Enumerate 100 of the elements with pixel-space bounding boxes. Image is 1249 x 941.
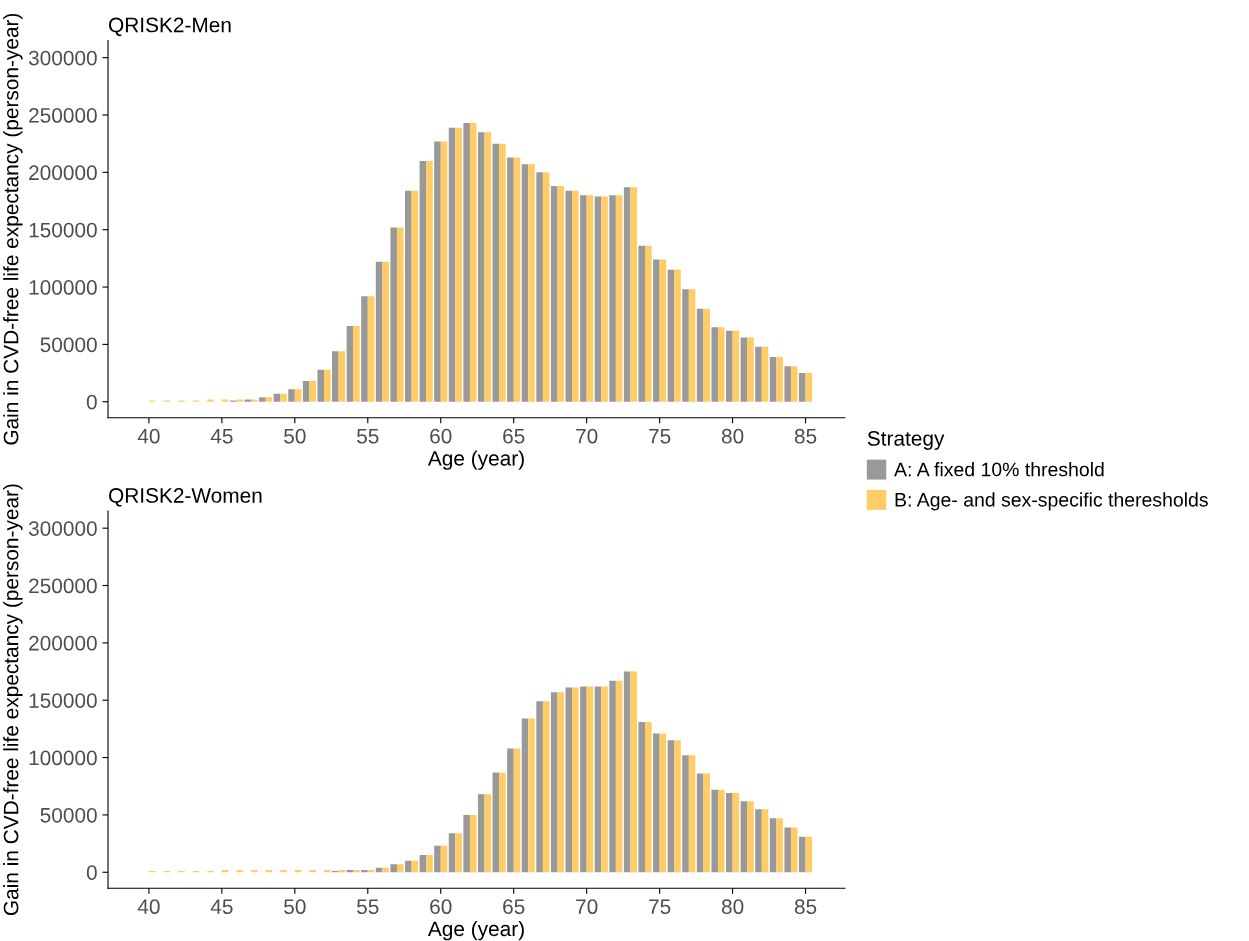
bar [426, 160, 433, 402]
x-tick-label: 85 [794, 899, 817, 915]
legend-title: Strategy [867, 431, 945, 450]
bar [280, 869, 287, 873]
bar [776, 357, 783, 402]
bar [361, 296, 368, 402]
bar [726, 330, 733, 402]
bar [521, 718, 529, 873]
bar [317, 369, 324, 402]
bar [492, 772, 500, 873]
bar [688, 289, 696, 402]
x-tick-label: 70 [576, 899, 598, 915]
y-tick-label: 200000 [29, 635, 97, 651]
bar [484, 794, 492, 873]
bar [805, 836, 813, 873]
bar [798, 373, 806, 402]
bar [404, 860, 412, 873]
bar [361, 869, 368, 873]
bar [324, 869, 331, 873]
bar [469, 123, 477, 402]
x-tick-label: 75 [649, 428, 671, 444]
x-tick-label: 50 [284, 899, 306, 915]
bar [521, 164, 529, 402]
chart-title: QRISK2-Men [109, 17, 231, 37]
bar [740, 801, 748, 873]
y-tick-label: 300000 [28, 50, 97, 66]
bar [798, 836, 806, 873]
x-tick-label: 80 [721, 428, 744, 444]
y-tick-label: 250000 [29, 578, 97, 594]
bar [580, 686, 587, 873]
bar [615, 680, 623, 873]
bar [390, 227, 397, 402]
bar [645, 722, 652, 873]
bar [609, 680, 616, 873]
bar [674, 740, 681, 873]
bar [302, 381, 310, 402]
bar [463, 814, 470, 873]
x-tick-label: 85 [794, 428, 817, 444]
bar [309, 869, 316, 873]
bar [375, 261, 383, 402]
bar [682, 755, 689, 873]
bar [463, 123, 470, 402]
bar [601, 686, 608, 873]
bar [769, 357, 777, 402]
bar [221, 399, 229, 402]
bar [469, 814, 477, 873]
bar [396, 227, 404, 402]
x-tick-label: 40 [137, 899, 160, 915]
bar [419, 855, 427, 873]
bar [703, 773, 710, 873]
x-axis-title: Age (year) [427, 920, 524, 941]
bar [630, 671, 638, 873]
bar [653, 259, 660, 402]
bar [492, 143, 500, 402]
bar [601, 196, 608, 402]
y-tick-label: 300000 [28, 521, 97, 536]
bar [653, 733, 660, 873]
bar [557, 692, 565, 873]
bar [696, 308, 704, 402]
bar [251, 869, 258, 873]
bar [513, 748, 521, 873]
bar [790, 827, 798, 873]
legend-label: B: Age- and sex-specific theresholds [895, 492, 1208, 511]
bar [434, 141, 441, 402]
x-tick-label: 60 [430, 428, 452, 444]
bar [484, 132, 492, 402]
bar [367, 296, 375, 402]
legend-label: A: A fixed 10% threshold [894, 462, 1104, 477]
bar [499, 772, 506, 873]
bar [434, 845, 441, 873]
bar [324, 369, 331, 402]
bar [726, 793, 733, 873]
bar [353, 869, 360, 873]
bar [609, 195, 616, 402]
bar [732, 793, 740, 873]
bar [448, 833, 456, 873]
bar [659, 733, 667, 873]
bar [280, 393, 287, 402]
bar [382, 867, 389, 873]
bar [207, 399, 214, 402]
bar [550, 692, 558, 873]
bar [390, 864, 397, 873]
bar [688, 755, 696, 873]
bar [273, 393, 281, 402]
bar [740, 337, 748, 402]
bar [572, 687, 579, 873]
x-tick-label: 45 [210, 899, 233, 915]
bar [682, 289, 689, 402]
bar [586, 686, 594, 873]
bar [288, 389, 295, 402]
bar [755, 809, 762, 873]
bar [674, 269, 681, 402]
bar [747, 337, 754, 402]
y-tick-label: 50000 [40, 807, 97, 823]
bar [594, 196, 602, 402]
bar [572, 190, 579, 402]
bar [638, 722, 646, 873]
bar [507, 157, 514, 402]
bar [346, 326, 354, 402]
x-tick-label: 80 [721, 899, 744, 915]
